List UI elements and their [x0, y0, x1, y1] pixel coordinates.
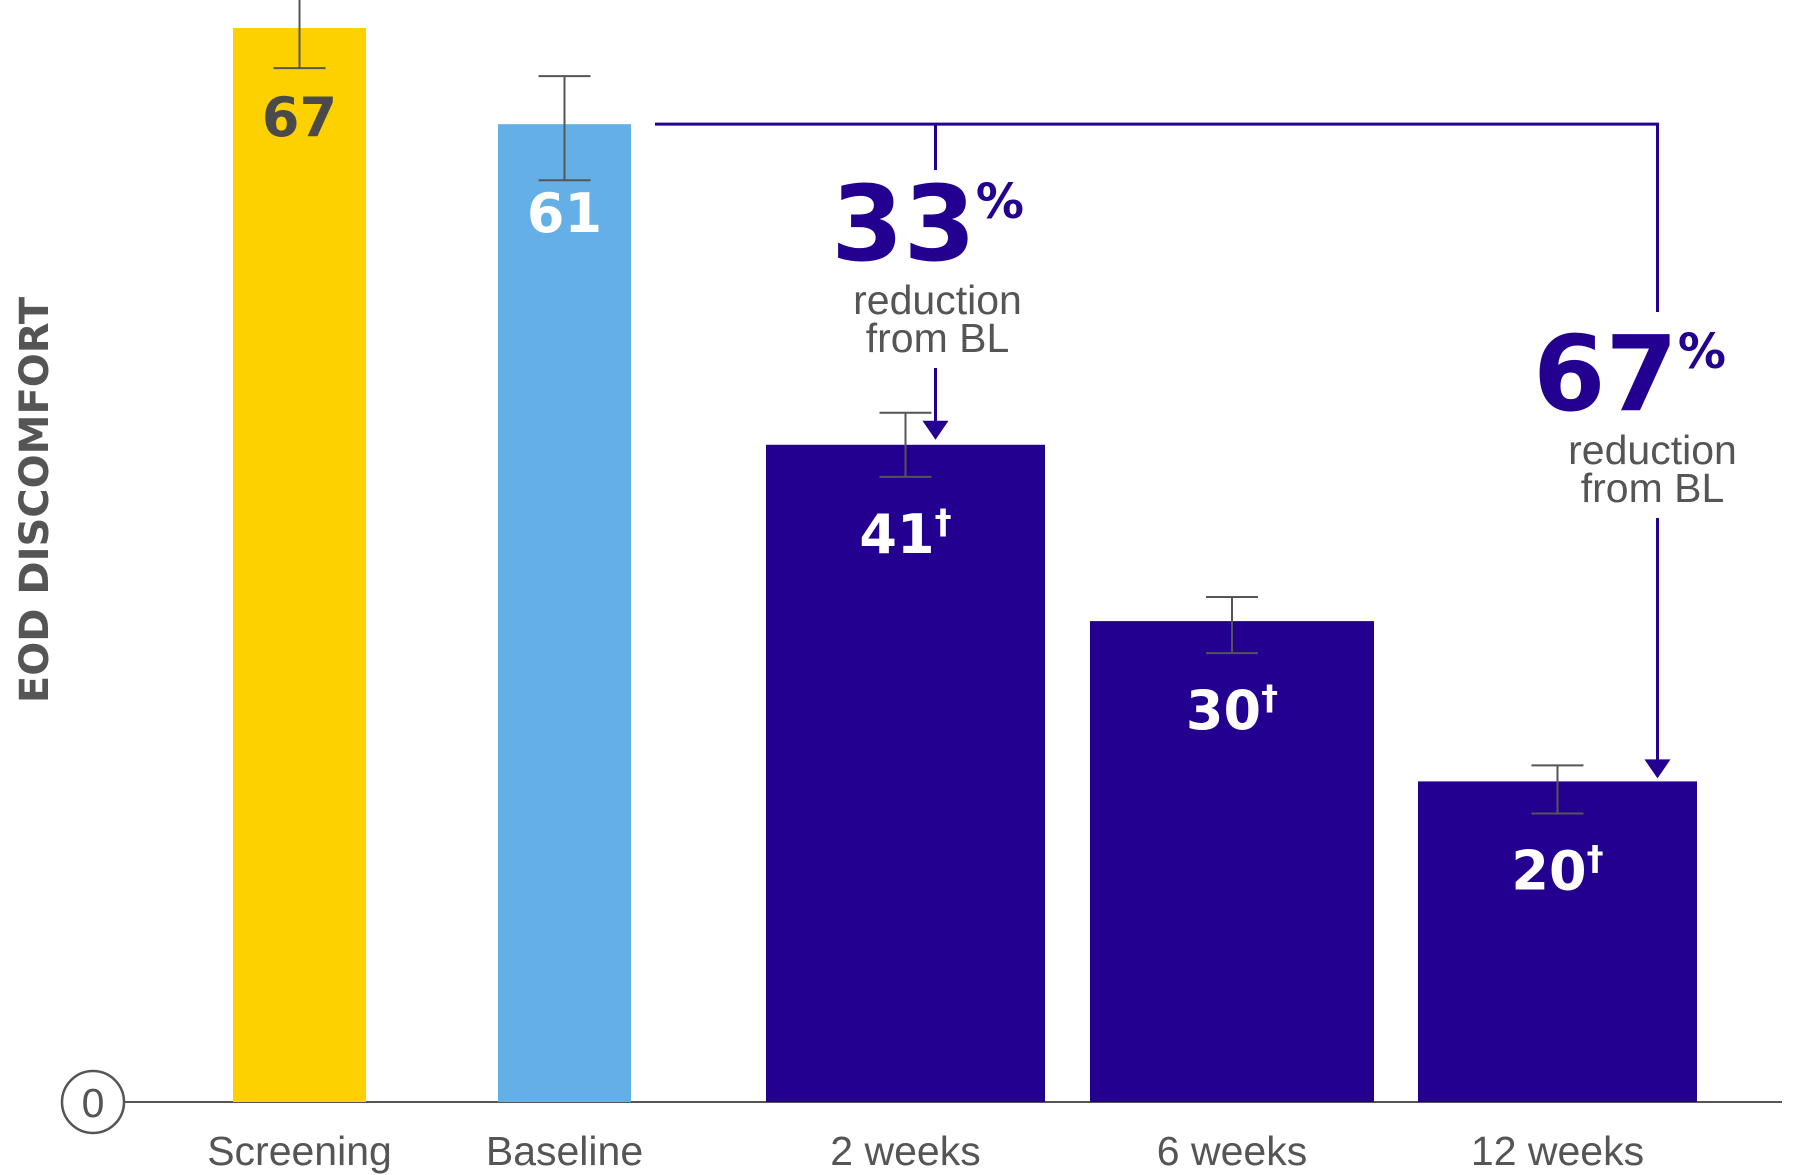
percent-sign: % — [976, 174, 1024, 230]
bar-baseline — [498, 124, 631, 1103]
zero-tick-circle — [60, 1069, 126, 1135]
data-label-baseline: 61 — [527, 182, 602, 245]
x-tick-label-2-weeks: 2 weeks — [830, 1128, 980, 1174]
reduction-percent: 33% — [831, 163, 1024, 285]
x-tick-label-6-weeks: 6 weeks — [1157, 1128, 1307, 1174]
y-axis-label: EOD DISCOMFORT — [12, 296, 58, 703]
reduction-percent: 67% — [1533, 313, 1726, 435]
reduction-text-line-1: reduction — [853, 277, 1022, 323]
bar-6-weeks — [1090, 621, 1374, 1102]
dagger-mark: † — [1587, 838, 1604, 878]
x-tick-label-screening: Screening — [207, 1128, 392, 1174]
data-label-screening: 67 — [262, 86, 337, 149]
error-bar-6-weeks — [1206, 596, 1258, 655]
bar-2-weeks — [766, 444, 1045, 1102]
percent-sign: % — [1678, 324, 1726, 380]
x-tick-label-12-weeks: 12 weeks — [1471, 1128, 1644, 1174]
x-tick-label-baseline: Baseline — [486, 1128, 643, 1174]
bar-12-weeks — [1418, 781, 1697, 1102]
reduction-text-line-1: reduction — [1568, 427, 1737, 473]
dagger-mark: † — [1261, 678, 1278, 718]
bar-screening — [233, 28, 366, 1102]
error-bar-2-weeks — [879, 411, 932, 478]
reduction-brackets — [655, 122, 1659, 764]
bracket-line — [655, 122, 1659, 312]
dagger-mark: † — [935, 502, 952, 542]
error-bar-screening — [273, 0, 326, 70]
error-bar-12-weeks — [1531, 764, 1584, 815]
arrow-head-12-weeks — [1644, 759, 1671, 779]
y-tick-zero: 0 — [82, 1080, 105, 1126]
arrow-head-2-weeks — [922, 420, 949, 440]
reduction-text-line-2: from BL — [1581, 465, 1725, 511]
error-bar-baseline — [538, 75, 591, 182]
reduction-text-line-2: from BL — [866, 315, 1010, 361]
